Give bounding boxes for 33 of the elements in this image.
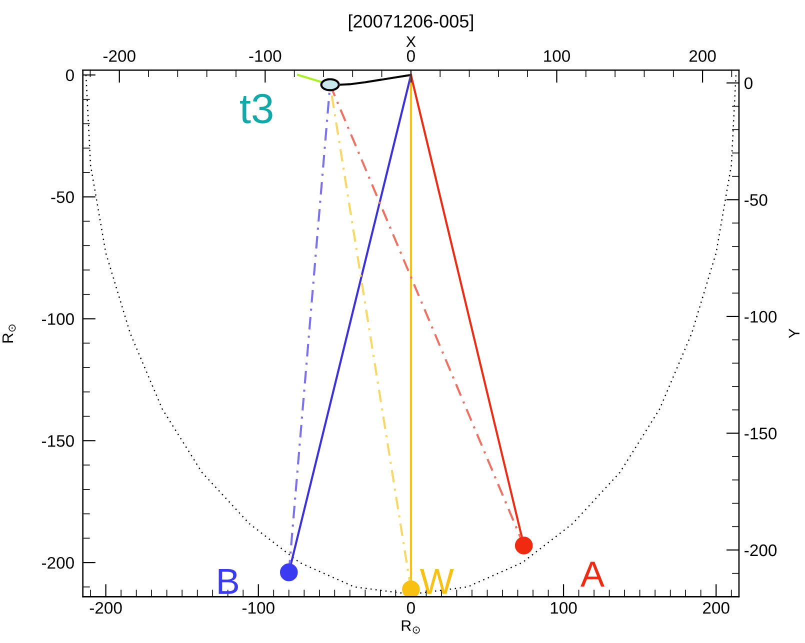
y2-tick-label: 0 bbox=[744, 77, 752, 90]
point bbox=[514, 536, 533, 554]
chart-title: [20071206-005] bbox=[348, 14, 473, 32]
point bbox=[402, 580, 420, 597]
y-tick-label: -50 bbox=[51, 191, 74, 204]
y-tick-label: -100 bbox=[42, 313, 74, 325]
line-series bbox=[85, 74, 737, 595]
x2-tick-label: -100 bbox=[249, 50, 282, 62]
x2-axis-title: X bbox=[406, 36, 416, 47]
series-label: A bbox=[580, 562, 604, 587]
annotation: t3 bbox=[240, 94, 272, 124]
x2-tick-label: 0 bbox=[406, 50, 415, 62]
y2-tick-label: -100 bbox=[744, 310, 777, 323]
x-tick-label: 100 bbox=[550, 602, 577, 614]
x-tick-label: -200 bbox=[90, 602, 122, 614]
y-axis-title: R$_{⊙}$ bbox=[2, 324, 16, 342]
x-axis-title: R$_{⊙}$ bbox=[402, 620, 420, 634]
x2-tick-label: -200 bbox=[103, 50, 136, 62]
y-tick-label: -200 bbox=[42, 556, 74, 569]
x2-tick-label: 100 bbox=[544, 50, 570, 62]
y2-tick-label: -150 bbox=[744, 428, 777, 440]
x-tick-label: -100 bbox=[242, 602, 274, 614]
x2-tick-label: 200 bbox=[689, 50, 716, 62]
y-tick-label: -150 bbox=[42, 435, 74, 447]
x-tick-label: 200 bbox=[703, 602, 730, 614]
point bbox=[280, 563, 298, 582]
y2-tick-label: -50 bbox=[744, 194, 768, 206]
x-tick-label: 0 bbox=[406, 602, 415, 614]
y-tick-label: 0 bbox=[66, 69, 74, 82]
y2-axis-title: Y bbox=[788, 328, 800, 338]
series-label: B bbox=[218, 569, 238, 594]
series-label: W bbox=[420, 569, 454, 594]
y2-tick-label: -200 bbox=[744, 544, 777, 556]
